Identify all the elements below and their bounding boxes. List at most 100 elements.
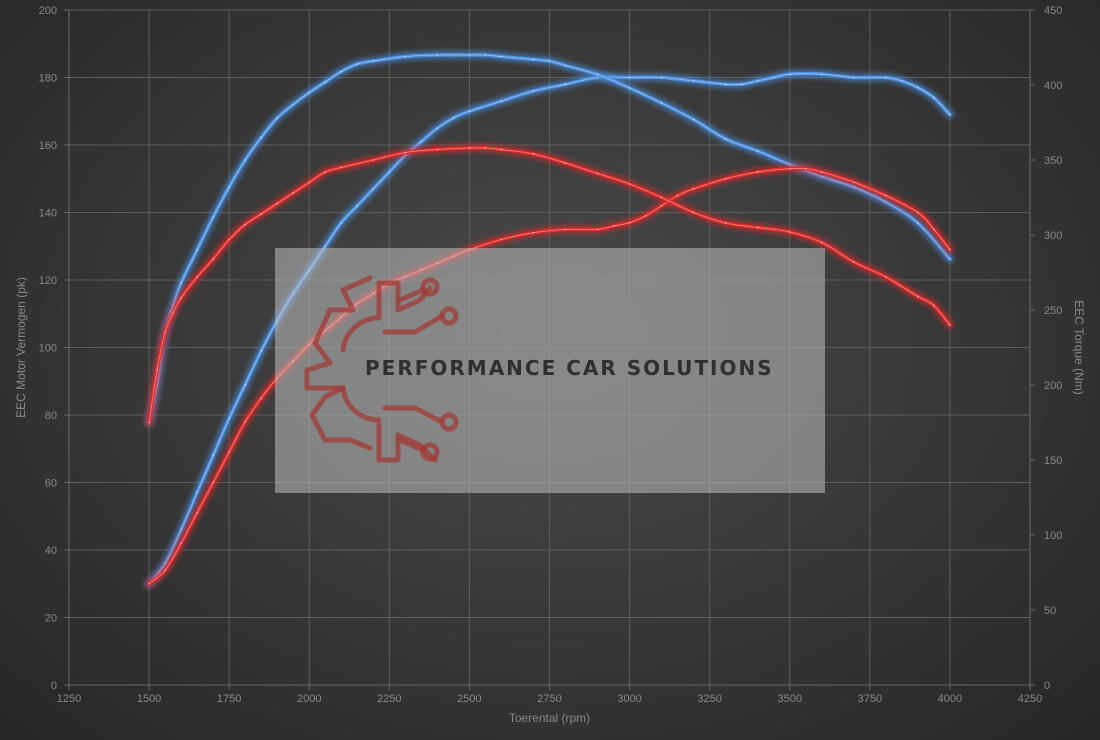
data-point	[292, 192, 295, 194]
x-tick-label: 1500	[137, 693, 161, 705]
data-point	[276, 202, 279, 205]
series-highlight	[148, 73, 951, 585]
data-point	[949, 248, 951, 251]
data-point	[212, 216, 215, 218]
x-tick-label: 2000	[297, 693, 321, 705]
data-point	[933, 304, 935, 307]
data-point	[308, 91, 311, 94]
series-layer	[144, 50, 955, 589]
data-point	[724, 83, 727, 86]
x-axis-title: Toerental (rpm)	[509, 711, 590, 725]
data-point	[356, 63, 359, 65]
data-point	[148, 582, 151, 585]
data-point	[820, 73, 823, 75]
y-axis-left-title: EEC Motor Vermogen (pk)	[14, 277, 28, 418]
y-left-tick-label: 140	[39, 208, 57, 220]
data-point	[564, 162, 567, 164]
data-point	[324, 171, 327, 173]
data-point	[564, 83, 567, 86]
y-right-tick-label: 200	[1044, 380, 1062, 392]
data-point	[324, 245, 327, 248]
data-point	[244, 383, 247, 386]
data-point	[228, 417, 231, 420]
data-point	[180, 542, 183, 545]
data-point	[172, 312, 175, 314]
data-point	[228, 186, 231, 188]
y-right-tick-label: 150	[1044, 455, 1062, 467]
data-point	[917, 295, 919, 298]
series-line	[147, 146, 952, 425]
data-point	[500, 148, 503, 151]
y-left-tick-label: 160	[39, 140, 57, 152]
y-right-tick-label: 0	[1044, 680, 1050, 692]
data-point	[788, 73, 791, 75]
y-left-tick-label: 0	[51, 680, 57, 692]
data-point	[356, 204, 359, 207]
data-point	[500, 100, 503, 102]
x-tick-label: 3000	[617, 693, 641, 705]
data-point	[260, 397, 263, 399]
data-point	[340, 221, 343, 224]
data-point	[244, 159, 247, 161]
data-point	[644, 215, 647, 217]
data-point	[156, 369, 159, 371]
x-tick-label: 1750	[217, 693, 241, 705]
data-point	[660, 76, 663, 79]
data-point	[628, 76, 631, 79]
data-point	[180, 528, 183, 531]
data-point	[628, 183, 631, 185]
data-point	[468, 147, 471, 149]
data-point	[404, 55, 407, 58]
x-tick-label: 3750	[858, 693, 882, 705]
data-point	[404, 151, 407, 154]
data-point	[244, 420, 247, 423]
data-point	[500, 55, 503, 58]
data-point	[212, 258, 215, 260]
data-point	[532, 58, 535, 61]
data-point	[164, 331, 167, 334]
data-point	[692, 211, 695, 214]
series-highlight	[148, 147, 951, 423]
data-point	[484, 54, 487, 56]
data-point	[756, 150, 759, 152]
data-point	[564, 228, 567, 231]
data-point	[917, 222, 919, 224]
data-point	[436, 148, 439, 151]
y-right-tick-label: 300	[1044, 230, 1062, 242]
data-point	[324, 81, 327, 83]
data-point	[901, 80, 903, 82]
series-red-right	[144, 143, 955, 427]
data-point	[484, 147, 487, 149]
data-point	[933, 96, 935, 99]
data-point	[340, 166, 343, 169]
y-left-tick-label: 40	[45, 545, 57, 557]
data-point	[276, 117, 279, 119]
data-point	[212, 454, 215, 457]
data-point	[196, 276, 199, 278]
data-point	[244, 223, 247, 226]
data-point	[500, 238, 503, 241]
data-point	[804, 167, 807, 170]
data-point	[756, 226, 759, 229]
data-point	[596, 172, 599, 175]
y-left-tick-label: 60	[45, 478, 57, 490]
data-point	[164, 569, 167, 572]
data-point	[148, 421, 151, 424]
x-tick-label: 2500	[457, 693, 481, 705]
data-point	[756, 80, 759, 82]
data-point	[724, 138, 727, 140]
y-axis-right-title: EEC Torque (Nm)	[1072, 300, 1086, 394]
data-point	[885, 194, 887, 197]
data-point	[949, 113, 951, 116]
data-point	[724, 222, 727, 224]
data-point	[260, 213, 263, 215]
data-point	[596, 228, 599, 231]
data-point	[612, 225, 615, 227]
data-point	[596, 73, 599, 76]
data-point	[788, 167, 791, 170]
data-point	[772, 76, 775, 79]
data-point	[468, 54, 471, 56]
data-point	[885, 201, 887, 203]
data-point	[228, 451, 231, 453]
y-right-tick-label: 350	[1044, 155, 1062, 167]
